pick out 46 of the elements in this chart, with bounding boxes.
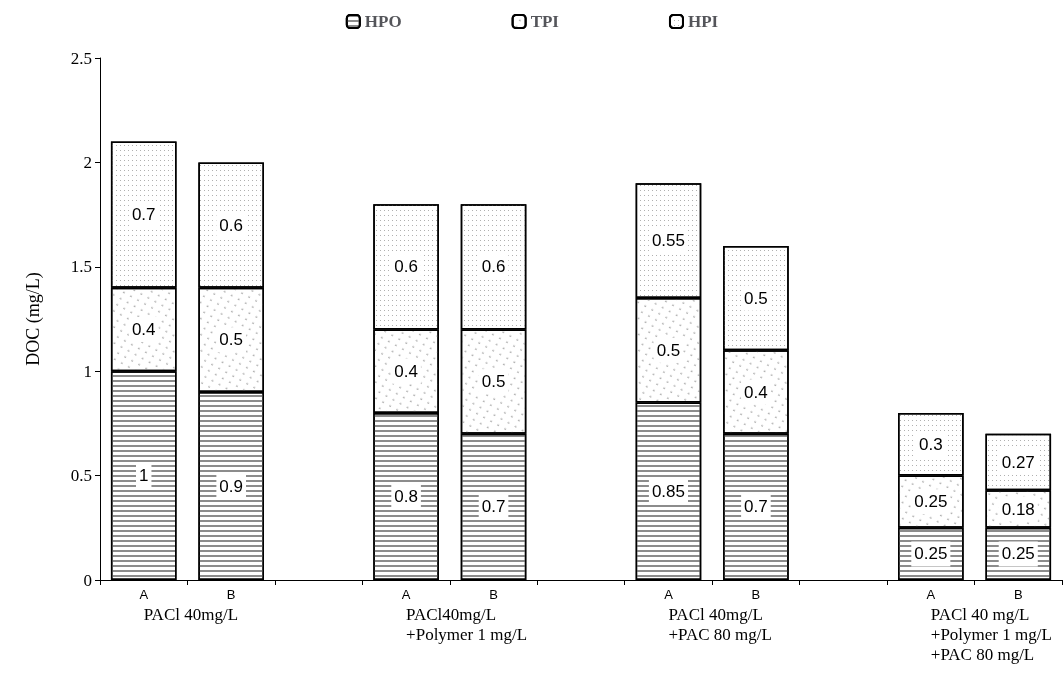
legend-label: TPI	[530, 12, 560, 31]
data-label: 0.25	[1001, 544, 1035, 564]
data-label: 0.9	[219, 476, 243, 496]
legend-label: HPO	[364, 12, 402, 31]
data-label: 0.4	[394, 361, 418, 381]
data-label: 0.3	[919, 434, 943, 454]
data-label: 0.25	[914, 492, 948, 512]
data-label: 0.7	[131, 205, 156, 225]
data-label: 0.5	[219, 330, 243, 350]
data-label: 0.7	[744, 497, 768, 517]
data-label: 1	[138, 466, 149, 486]
data-label: 0.5	[744, 288, 768, 308]
y-tick-label: 0.5	[70, 466, 92, 486]
y-tick-label: 2.5	[70, 48, 92, 68]
x-tick-label: A	[664, 587, 674, 602]
x-tick-label: B	[1013, 587, 1023, 602]
data-label: 0.55	[651, 231, 685, 251]
text: PACl 40 mg/L +Polymer 1 mg/L +PAC 80 mg/L	[930, 604, 1052, 664]
data-label: 0.8	[394, 486, 418, 506]
data-label: 0.4	[131, 319, 156, 339]
y-axis-title: DOC (mg/L)	[23, 272, 44, 366]
x-tick-label: A	[401, 587, 411, 602]
data-label: 0.6	[394, 257, 418, 277]
x-tick-label: B	[489, 587, 498, 602]
data-label: 0.4	[744, 382, 768, 402]
x-tick-label: B	[751, 587, 761, 602]
text: PACl 40mg/L +PAC 80 mg/L	[668, 604, 772, 644]
data-label: 0.6	[481, 257, 506, 277]
text: PACl 40mg/L	[143, 604, 239, 624]
data-label: 0.5	[656, 340, 681, 360]
x-tick-label: B	[226, 587, 236, 602]
x-tick-label: A	[139, 587, 149, 602]
y-tick-label: 1.5	[70, 257, 92, 277]
y-tick-label: 0	[83, 570, 92, 590]
text: PACl40mg/L +Polymer 1 mg/L	[406, 604, 528, 644]
data-label: 0.18	[1001, 499, 1035, 519]
data-label: 0.25	[914, 544, 948, 564]
data-label: 0.6	[219, 215, 243, 235]
y-tick-label: 2	[83, 152, 92, 172]
x-tick-label: A	[926, 587, 936, 602]
legend-label: HPI	[687, 12, 719, 31]
data-label: 0.7	[481, 497, 506, 517]
data-label: 0.85	[651, 481, 685, 501]
y-tick-label: 1	[83, 361, 92, 381]
data-label: 0.5	[481, 372, 506, 392]
data-label: 0.27	[1001, 452, 1035, 472]
